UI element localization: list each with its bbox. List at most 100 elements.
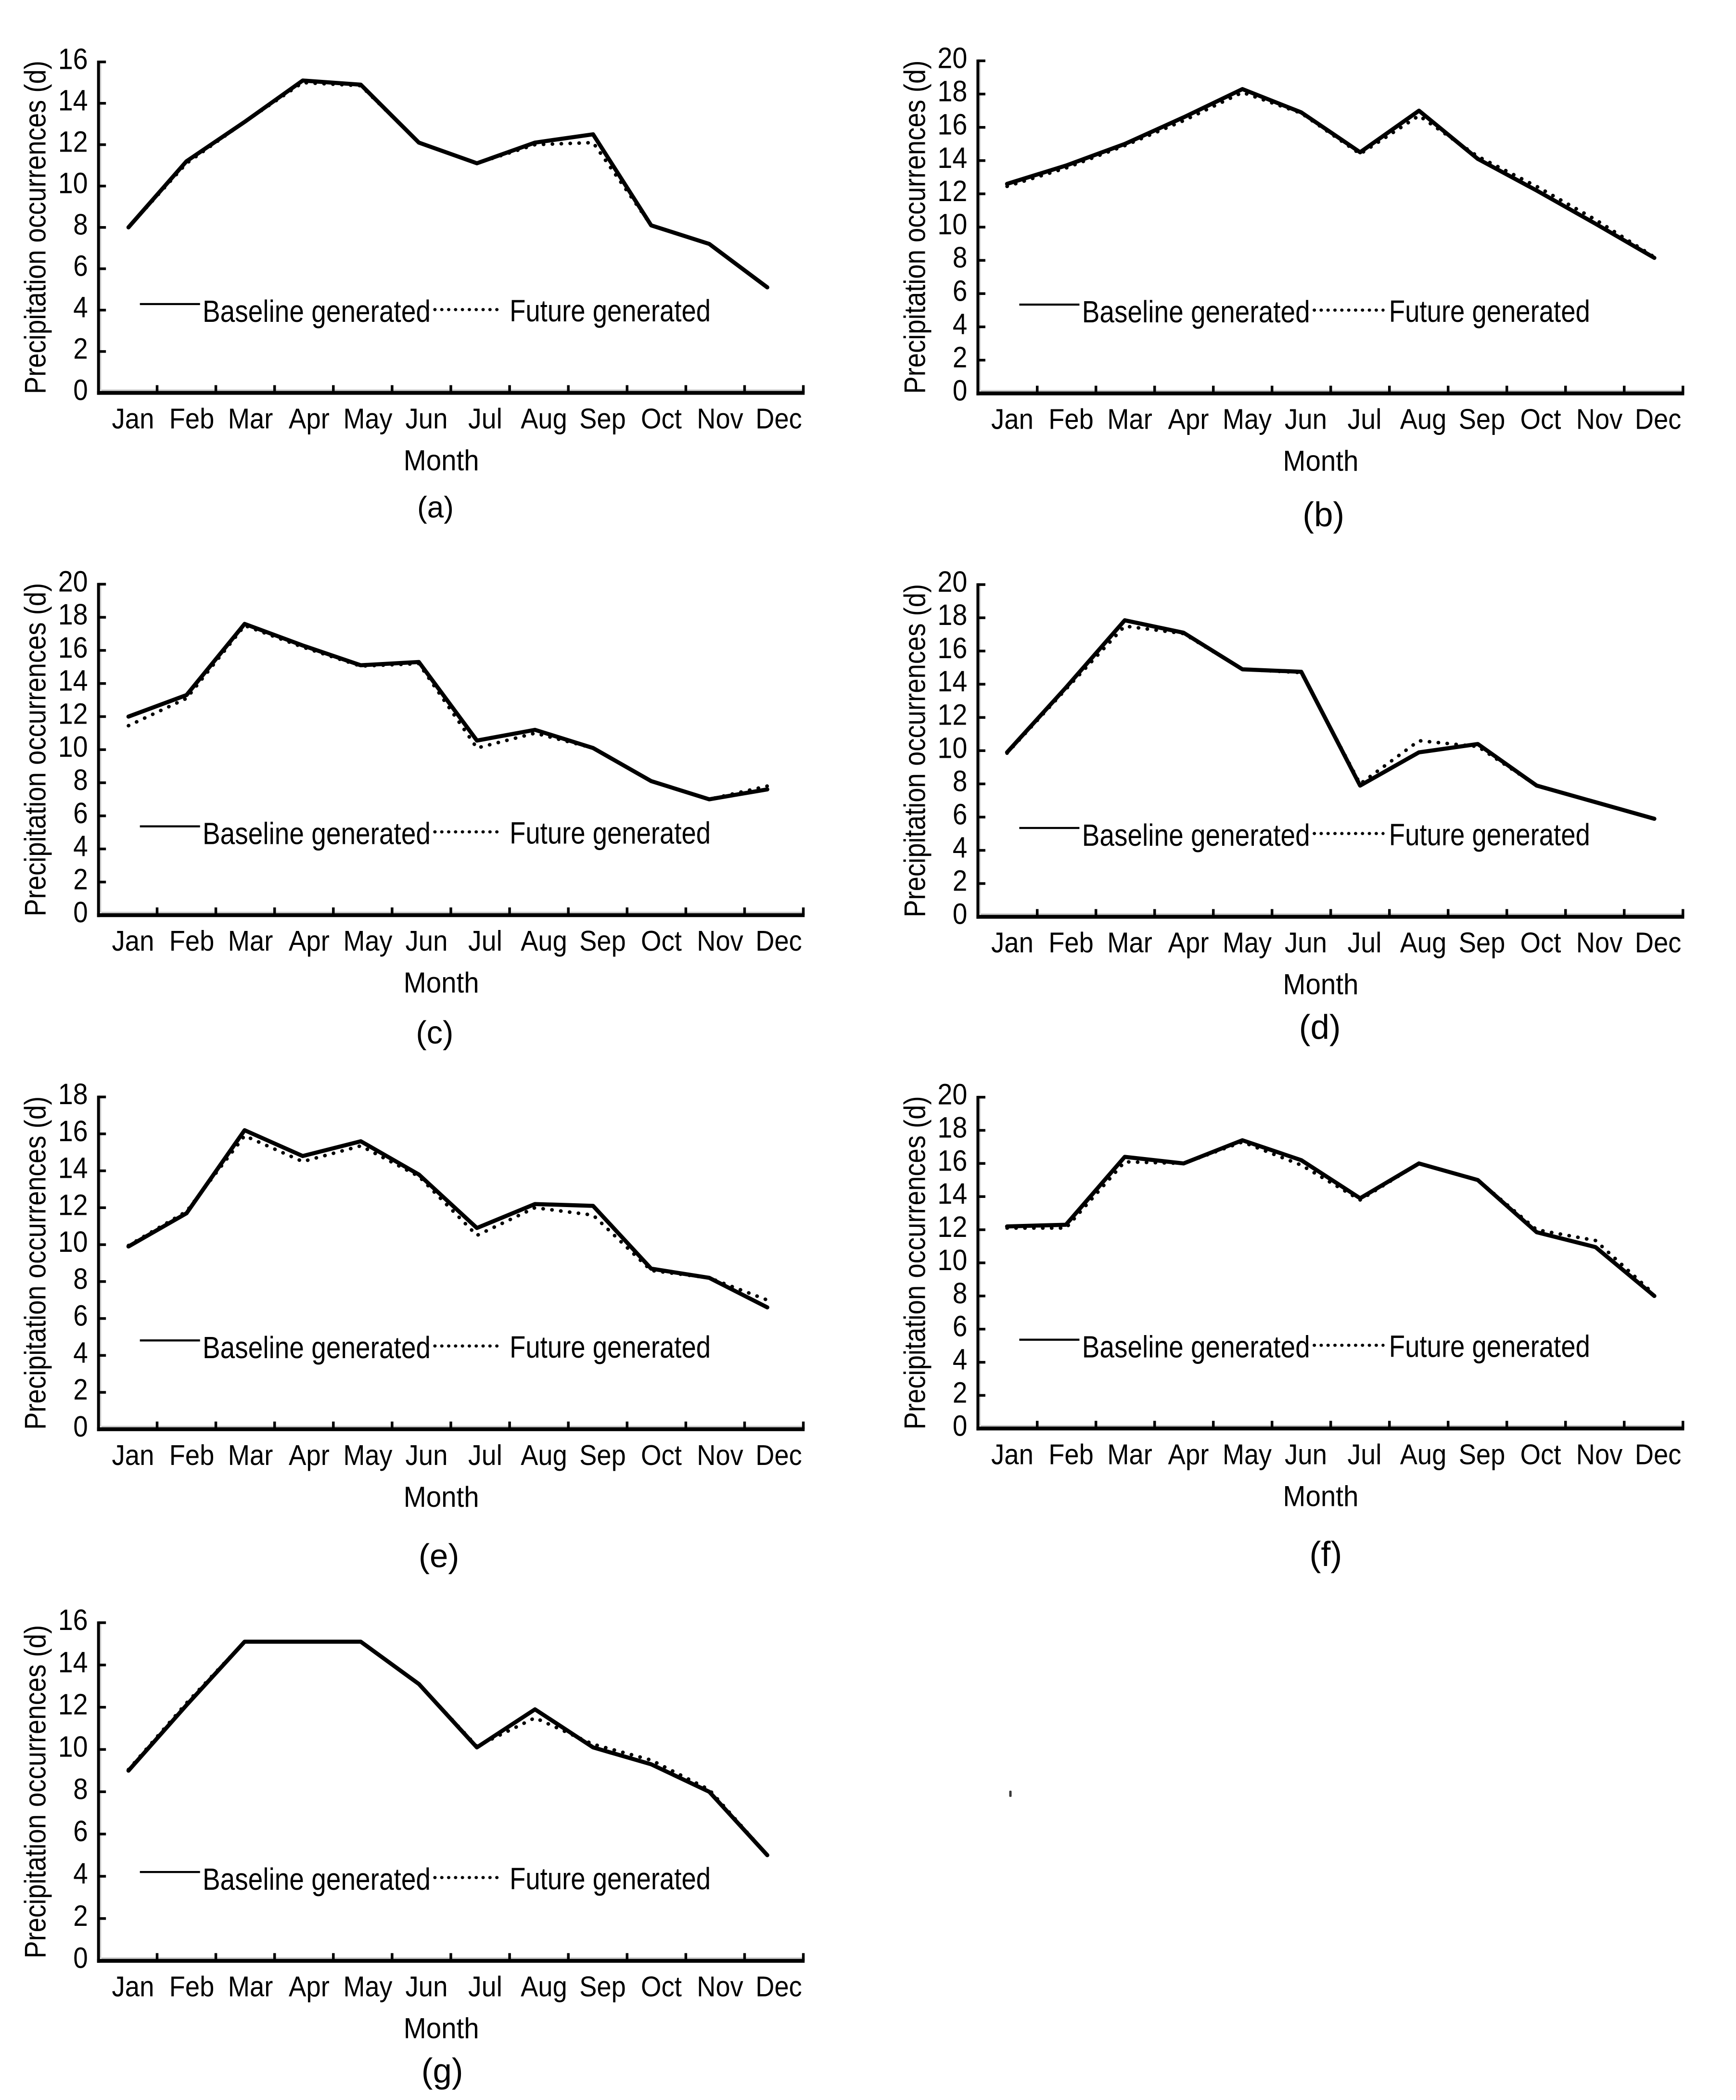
- svg-text:Jun: Jun: [1285, 927, 1327, 959]
- svg-text:Jan: Jan: [991, 927, 1034, 959]
- svg-text:May: May: [344, 1439, 393, 1471]
- svg-text:Future generated: Future generated: [1389, 1329, 1590, 1364]
- svg-text:10: 10: [58, 730, 88, 764]
- svg-text:Precipitation occurrences (d): Precipitation occurrences (d): [898, 1096, 932, 1429]
- svg-text:4: 4: [73, 1857, 88, 1890]
- svg-text:May: May: [1223, 1438, 1272, 1470]
- svg-text:14: 14: [58, 1646, 88, 1679]
- svg-text:10: 10: [937, 1244, 967, 1277]
- svg-text:20: 20: [937, 1078, 967, 1111]
- svg-text:Jan: Jan: [991, 1438, 1034, 1470]
- svg-text:18: 18: [937, 598, 967, 632]
- svg-text:Month: Month: [404, 1481, 479, 1513]
- svg-text:Feb: Feb: [1048, 927, 1094, 959]
- svg-text:Aug: Aug: [521, 403, 567, 435]
- svg-text:Apr: Apr: [1168, 1438, 1209, 1470]
- svg-text:6: 6: [953, 798, 968, 831]
- svg-text:Jul: Jul: [468, 403, 502, 435]
- svg-text:6: 6: [953, 274, 968, 307]
- svg-text:Jul: Jul: [1348, 404, 1382, 435]
- svg-text:18: 18: [937, 1111, 967, 1145]
- svg-text:16: 16: [58, 43, 88, 76]
- svg-text:Jun: Jun: [406, 403, 448, 435]
- svg-text:4: 4: [953, 307, 968, 341]
- svg-text:8: 8: [73, 1772, 88, 1806]
- svg-text:18: 18: [58, 598, 88, 631]
- svg-text:Nov: Nov: [1576, 927, 1623, 959]
- svg-text:6: 6: [73, 797, 88, 830]
- svg-text:Baseline generated: Baseline generated: [203, 294, 431, 329]
- svg-text:Aug: Aug: [521, 925, 567, 957]
- svg-text:Aug: Aug: [1400, 1438, 1447, 1470]
- svg-text:Feb: Feb: [1048, 404, 1094, 435]
- svg-text:10: 10: [58, 167, 88, 200]
- svg-text:Precipitation occurrences (d): Precipitation occurrences (d): [19, 61, 52, 394]
- svg-text:Nov: Nov: [697, 1439, 743, 1471]
- svg-text:Oct: Oct: [641, 1439, 682, 1471]
- svg-text:20: 20: [58, 565, 88, 598]
- svg-text:2: 2: [953, 341, 968, 374]
- svg-text:Aug: Aug: [521, 1439, 567, 1471]
- svg-text:Jun: Jun: [406, 1439, 448, 1471]
- svg-text:14: 14: [937, 141, 967, 175]
- svg-text:Baseline generated: Baseline generated: [1082, 294, 1310, 329]
- svg-text:Future generated: Future generated: [510, 293, 711, 328]
- svg-text:12: 12: [58, 1188, 88, 1222]
- svg-text:Nov: Nov: [697, 403, 743, 435]
- svg-text:10: 10: [58, 1730, 88, 1763]
- svg-text:Month: Month: [1283, 968, 1358, 1001]
- svg-text:10: 10: [937, 731, 967, 764]
- svg-text:May: May: [344, 403, 393, 435]
- svg-text:14: 14: [58, 664, 88, 698]
- svg-text:Baseline generated: Baseline generated: [203, 1862, 431, 1896]
- svg-text:18: 18: [937, 75, 967, 108]
- svg-text:12: 12: [58, 698, 88, 731]
- svg-text:May: May: [1223, 404, 1272, 435]
- svg-text:Sep: Sep: [1459, 1438, 1506, 1470]
- svg-text:Sep: Sep: [579, 1439, 626, 1471]
- svg-text:20: 20: [937, 565, 967, 598]
- svg-text:12: 12: [937, 698, 967, 731]
- svg-text:Precipitation occurrences (d): Precipitation occurrences (d): [898, 61, 932, 394]
- svg-text:Jan: Jan: [112, 1439, 154, 1471]
- svg-text:Month: Month: [404, 967, 479, 999]
- svg-text:Mar: Mar: [1107, 404, 1152, 435]
- svg-text:Future generated: Future generated: [510, 1861, 711, 1896]
- svg-text:Jun: Jun: [1285, 404, 1327, 435]
- svg-text:20: 20: [937, 41, 967, 75]
- svg-text:6: 6: [953, 1310, 968, 1343]
- svg-text:2: 2: [73, 1899, 88, 1933]
- svg-text:6: 6: [73, 1299, 88, 1333]
- svg-text:8: 8: [73, 208, 88, 242]
- svg-text:(a): (a): [417, 491, 454, 524]
- svg-text:2: 2: [73, 332, 88, 366]
- svg-text:Precipitation occurrences (d): Precipitation occurrences (d): [19, 1625, 52, 1959]
- svg-text:4: 4: [73, 1336, 88, 1369]
- svg-text:Sep: Sep: [579, 1971, 626, 2003]
- svg-text:Oct: Oct: [1520, 1438, 1561, 1470]
- svg-text:Mar: Mar: [1107, 1438, 1152, 1470]
- svg-text:8: 8: [73, 764, 88, 797]
- svg-text:Feb: Feb: [169, 1971, 215, 2003]
- svg-text:Mar: Mar: [1107, 927, 1152, 959]
- svg-text:Nov: Nov: [1576, 404, 1623, 435]
- svg-text:0: 0: [73, 1942, 88, 1975]
- svg-text:4: 4: [953, 1343, 968, 1376]
- svg-text:Nov: Nov: [697, 1971, 743, 2003]
- svg-text:Baseline generated: Baseline generated: [1082, 818, 1310, 853]
- svg-text:Nov: Nov: [697, 925, 743, 957]
- svg-text:Future generated: Future generated: [1389, 817, 1590, 852]
- svg-text:Apr: Apr: [289, 925, 330, 957]
- svg-text:16: 16: [937, 108, 967, 141]
- svg-text:2: 2: [953, 865, 968, 898]
- svg-text:Mar: Mar: [228, 403, 273, 435]
- svg-text:Month: Month: [1283, 1480, 1358, 1512]
- svg-text:12: 12: [58, 1688, 88, 1721]
- svg-text:2: 2: [73, 863, 88, 896]
- svg-text:Future generated: Future generated: [510, 815, 711, 850]
- svg-text:(c): (c): [416, 1015, 453, 1051]
- svg-text:Nov: Nov: [1576, 1438, 1623, 1470]
- svg-text:Feb: Feb: [169, 925, 215, 957]
- svg-text:Precipitation occurrences (d): Precipitation occurrences (d): [19, 1096, 52, 1430]
- svg-text:16: 16: [937, 632, 967, 665]
